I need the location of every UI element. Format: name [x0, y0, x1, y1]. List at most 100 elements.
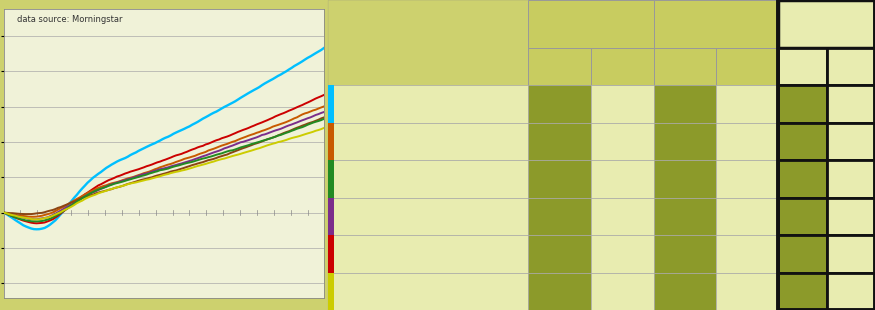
FancyBboxPatch shape	[778, 160, 827, 198]
FancyBboxPatch shape	[654, 85, 717, 123]
FancyBboxPatch shape	[328, 160, 528, 198]
Text: 1: 1	[682, 99, 689, 109]
FancyBboxPatch shape	[328, 85, 334, 123]
FancyBboxPatch shape	[591, 85, 654, 123]
FancyBboxPatch shape	[591, 198, 654, 235]
Text: 6.5%: 6.5%	[836, 136, 866, 146]
FancyBboxPatch shape	[328, 198, 334, 235]
Text: 3: 3	[682, 286, 689, 296]
FancyBboxPatch shape	[328, 235, 528, 272]
Text: 4.9%: 4.9%	[732, 136, 761, 146]
Text: 2.2%: 2.2%	[608, 99, 636, 109]
Text: 2.0%: 2.0%	[608, 174, 636, 184]
FancyBboxPatch shape	[654, 198, 717, 235]
FancyBboxPatch shape	[528, 85, 591, 123]
Text: 4: 4	[556, 249, 563, 259]
Text: 1.4%: 1.4%	[608, 286, 636, 296]
Text: 0.9%: 0.9%	[608, 249, 636, 259]
FancyBboxPatch shape	[328, 85, 528, 123]
FancyBboxPatch shape	[328, 160, 334, 198]
FancyBboxPatch shape	[328, 272, 528, 310]
FancyBboxPatch shape	[778, 123, 827, 160]
FancyBboxPatch shape	[778, 85, 827, 123]
FancyBboxPatch shape	[654, 48, 717, 85]
FancyBboxPatch shape	[778, 272, 827, 310]
FancyBboxPatch shape	[528, 272, 591, 310]
Text: Schroder High Yield
Opportunities: Schroder High Yield Opportunities	[380, 281, 482, 302]
FancyBboxPatch shape	[778, 198, 827, 235]
FancyBboxPatch shape	[528, 123, 591, 160]
Text: 1: 1	[798, 99, 806, 109]
Text: 5.7%: 5.7%	[836, 211, 866, 221]
Text: 1: 1	[798, 174, 806, 184]
FancyBboxPatch shape	[591, 160, 654, 198]
Text: £ High Yield: £ High Yield	[357, 33, 499, 53]
FancyBboxPatch shape	[717, 160, 778, 198]
Text: Decile: Decile	[542, 62, 577, 72]
FancyBboxPatch shape	[778, 235, 827, 272]
FancyBboxPatch shape	[328, 123, 528, 160]
Text: 1: 1	[682, 136, 689, 146]
Text: 2: 2	[556, 286, 563, 296]
FancyBboxPatch shape	[717, 123, 778, 160]
Text: 2: 2	[682, 211, 689, 221]
FancyBboxPatch shape	[827, 123, 875, 160]
Text: 26 Week: 26 Week	[793, 17, 860, 31]
FancyBboxPatch shape	[778, 48, 827, 85]
FancyBboxPatch shape	[827, 198, 875, 235]
FancyBboxPatch shape	[328, 198, 528, 235]
FancyBboxPatch shape	[528, 0, 654, 48]
Text: Return: Return	[729, 62, 766, 72]
Text: Decile: Decile	[783, 62, 822, 72]
Text: 2: 2	[798, 211, 806, 221]
Text: 1.6%: 1.6%	[608, 136, 636, 146]
FancyBboxPatch shape	[591, 48, 654, 85]
Text: 2: 2	[798, 249, 806, 259]
FancyBboxPatch shape	[717, 272, 778, 310]
Text: 5.4%: 5.4%	[836, 286, 866, 296]
Text: Man GLG High Yield
Opportunities: Man GLG High Yield Opportunities	[380, 93, 482, 115]
FancyBboxPatch shape	[654, 123, 717, 160]
Text: 5.3%: 5.3%	[733, 174, 761, 184]
Text: 5: 5	[682, 249, 689, 259]
FancyBboxPatch shape	[328, 272, 334, 310]
FancyBboxPatch shape	[654, 272, 717, 310]
FancyBboxPatch shape	[717, 85, 778, 123]
FancyBboxPatch shape	[528, 48, 591, 85]
FancyBboxPatch shape	[827, 272, 875, 310]
FancyBboxPatch shape	[827, 235, 875, 272]
Text: M&G Global High Yield Bond: M&G Global High Yield Bond	[357, 136, 505, 146]
Text: 3.9%: 3.9%	[733, 211, 761, 221]
FancyBboxPatch shape	[778, 0, 875, 48]
FancyBboxPatch shape	[328, 235, 334, 272]
Text: 1: 1	[798, 136, 806, 146]
Text: Decile: Decile	[668, 62, 703, 72]
Text: Return: Return	[604, 62, 640, 72]
FancyBboxPatch shape	[328, 0, 875, 310]
FancyBboxPatch shape	[591, 235, 654, 272]
Text: 1: 1	[556, 174, 563, 184]
Text: 2: 2	[556, 211, 563, 221]
Text: 12 Week: 12 Week	[689, 18, 743, 30]
Text: Return: Return	[830, 62, 872, 72]
Text: 1: 1	[556, 136, 563, 146]
Text: 5.4%: 5.4%	[836, 249, 866, 259]
FancyBboxPatch shape	[528, 235, 591, 272]
FancyBboxPatch shape	[591, 272, 654, 310]
FancyBboxPatch shape	[717, 198, 778, 235]
FancyBboxPatch shape	[827, 85, 875, 123]
Text: 1.4%: 1.4%	[608, 211, 636, 221]
Text: 8.3%: 8.3%	[836, 99, 866, 109]
FancyBboxPatch shape	[717, 48, 778, 85]
FancyBboxPatch shape	[328, 123, 334, 160]
FancyBboxPatch shape	[591, 123, 654, 160]
FancyBboxPatch shape	[827, 48, 875, 85]
Text: Baillie Gifford High Yield Bond.: Baillie Gifford High Yield Bond.	[351, 211, 511, 221]
Text: 1: 1	[682, 174, 689, 184]
Text: 4 Week: 4 Week	[568, 18, 613, 30]
FancyBboxPatch shape	[654, 235, 717, 272]
FancyBboxPatch shape	[717, 235, 778, 272]
Text: JPM Global High Yield Bond: JPM Global High Yield Bond	[360, 174, 501, 184]
Text: 3.0%: 3.0%	[733, 249, 761, 259]
FancyBboxPatch shape	[528, 160, 591, 198]
